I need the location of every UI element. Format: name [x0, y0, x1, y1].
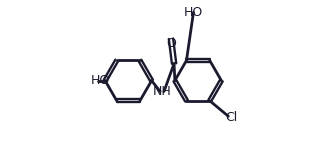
Text: HO: HO	[91, 74, 111, 87]
Text: O: O	[166, 37, 176, 50]
Text: NH: NH	[152, 85, 171, 98]
Text: HO: HO	[184, 6, 203, 19]
Text: Cl: Cl	[225, 111, 237, 124]
